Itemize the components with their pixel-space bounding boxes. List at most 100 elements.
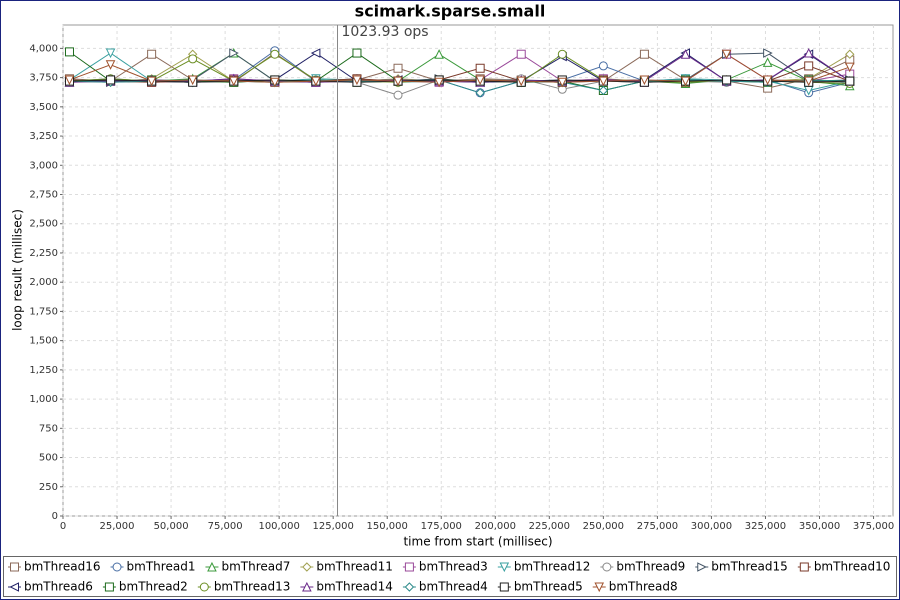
y-tick-label: 3,250	[29, 131, 58, 142]
legend-box	[3, 556, 897, 597]
legend-label: bmThread2	[119, 580, 188, 594]
data-point	[310, 48, 321, 58]
legend-marker	[499, 562, 510, 573]
data-point	[803, 76, 814, 87]
data-point	[311, 76, 321, 87]
annotation-label: 1023.93 ops	[342, 24, 429, 40]
legend-label: bmThread11	[316, 560, 393, 574]
chart-title: scimark.sparse.small	[355, 2, 546, 21]
legend-marker	[602, 562, 612, 572]
data-point	[270, 49, 280, 59]
y-tick-label: 3,750	[29, 73, 58, 84]
data-point	[516, 49, 526, 59]
data-point	[393, 76, 403, 87]
data-point	[721, 49, 732, 60]
data-point	[804, 61, 814, 71]
y-tick-label: 3,500	[29, 102, 58, 113]
y-tick-label: 500	[39, 453, 58, 464]
x-tick-label: 200,000	[475, 521, 516, 532]
data-point	[270, 77, 280, 88]
legend-marker	[404, 562, 414, 572]
legend-label: bmThread16	[24, 560, 101, 574]
legend-marker	[799, 562, 809, 572]
data-point	[639, 49, 649, 59]
legend-label: bmThread13	[214, 580, 291, 594]
y-tick-label: 4,000	[29, 43, 58, 54]
y-tick-label: 2,000	[29, 277, 58, 288]
x-tick-label: 250,000	[583, 521, 624, 532]
x-tick-label: 125,000	[313, 521, 354, 532]
data-point	[105, 60, 116, 70]
data-point	[598, 61, 608, 71]
x-tick-label: 75,000	[208, 521, 243, 532]
legend-marker	[499, 582, 509, 592]
x-tick-label: 150,000	[367, 521, 408, 532]
legend-label: bmThread9	[616, 560, 685, 574]
data-point	[598, 76, 609, 87]
legend-label: bmThread3	[419, 560, 488, 574]
data-point	[557, 77, 568, 88]
y-tick-label: 2,500	[29, 219, 58, 230]
legend-label: bmThread8	[609, 580, 678, 594]
data-point	[557, 49, 567, 59]
legend-label: bmThread12	[514, 560, 591, 574]
x-tick-label: 50,000	[154, 521, 189, 532]
data-point	[475, 88, 485, 98]
x-tick-label: 275,000	[637, 521, 678, 532]
legend-label: bmThread1	[127, 560, 196, 574]
legend-label: bmThread4	[419, 580, 488, 594]
x-tick-label: 25,000	[100, 521, 135, 532]
data-point	[352, 48, 362, 58]
data-point	[64, 75, 75, 86]
legend-marker	[207, 561, 217, 572]
legend-marker	[302, 562, 312, 572]
data-point	[229, 48, 239, 58]
legend-marker	[404, 582, 415, 592]
legend-marker	[10, 562, 19, 572]
data-point	[475, 75, 485, 86]
data-point	[228, 76, 239, 87]
legend-label: bmThread14	[316, 580, 393, 594]
series-line	[69, 79, 850, 83]
data-point	[763, 48, 773, 58]
legend-label: bmThread7	[221, 560, 290, 574]
data-point	[106, 75, 116, 85]
series-line	[69, 52, 851, 83]
y-tick-label: 3,000	[29, 160, 58, 171]
y-tick-label: 1,250	[29, 365, 58, 376]
data-point	[434, 77, 444, 88]
legend-marker	[594, 582, 605, 593]
data-point	[475, 63, 485, 73]
y-tick-label: 250	[39, 482, 58, 493]
legend-label: bmThread15	[711, 560, 788, 574]
data-point	[762, 57, 773, 67]
x-tick-label: 300,000	[691, 521, 732, 532]
data-point	[845, 49, 855, 59]
data-point	[188, 54, 198, 64]
plot-area	[62, 24, 894, 517]
data-point	[187, 75, 198, 86]
y-tick-label: 1,000	[29, 394, 58, 405]
legend-marker	[112, 562, 122, 572]
legend-marker	[302, 581, 312, 592]
legend-marker	[9, 582, 19, 592]
legend-label: bmThread5	[514, 580, 583, 594]
legend-marker	[104, 582, 114, 592]
data-point	[393, 63, 403, 73]
y-tick-label: 1,500	[29, 336, 58, 347]
legend-label: bmThread6	[24, 580, 93, 594]
y-axis-label: loop result (millisec)	[11, 209, 25, 331]
data-point	[722, 75, 732, 85]
data-point	[64, 47, 74, 57]
data-point	[146, 76, 157, 87]
data-point	[434, 49, 444, 59]
data-point	[598, 85, 609, 96]
y-tick-label: 2,750	[29, 190, 58, 201]
data-point	[762, 75, 773, 86]
data-point	[105, 48, 116, 59]
data-point	[393, 90, 403, 100]
series-line	[69, 53, 850, 83]
data-point	[639, 75, 650, 86]
data-point	[680, 76, 691, 87]
